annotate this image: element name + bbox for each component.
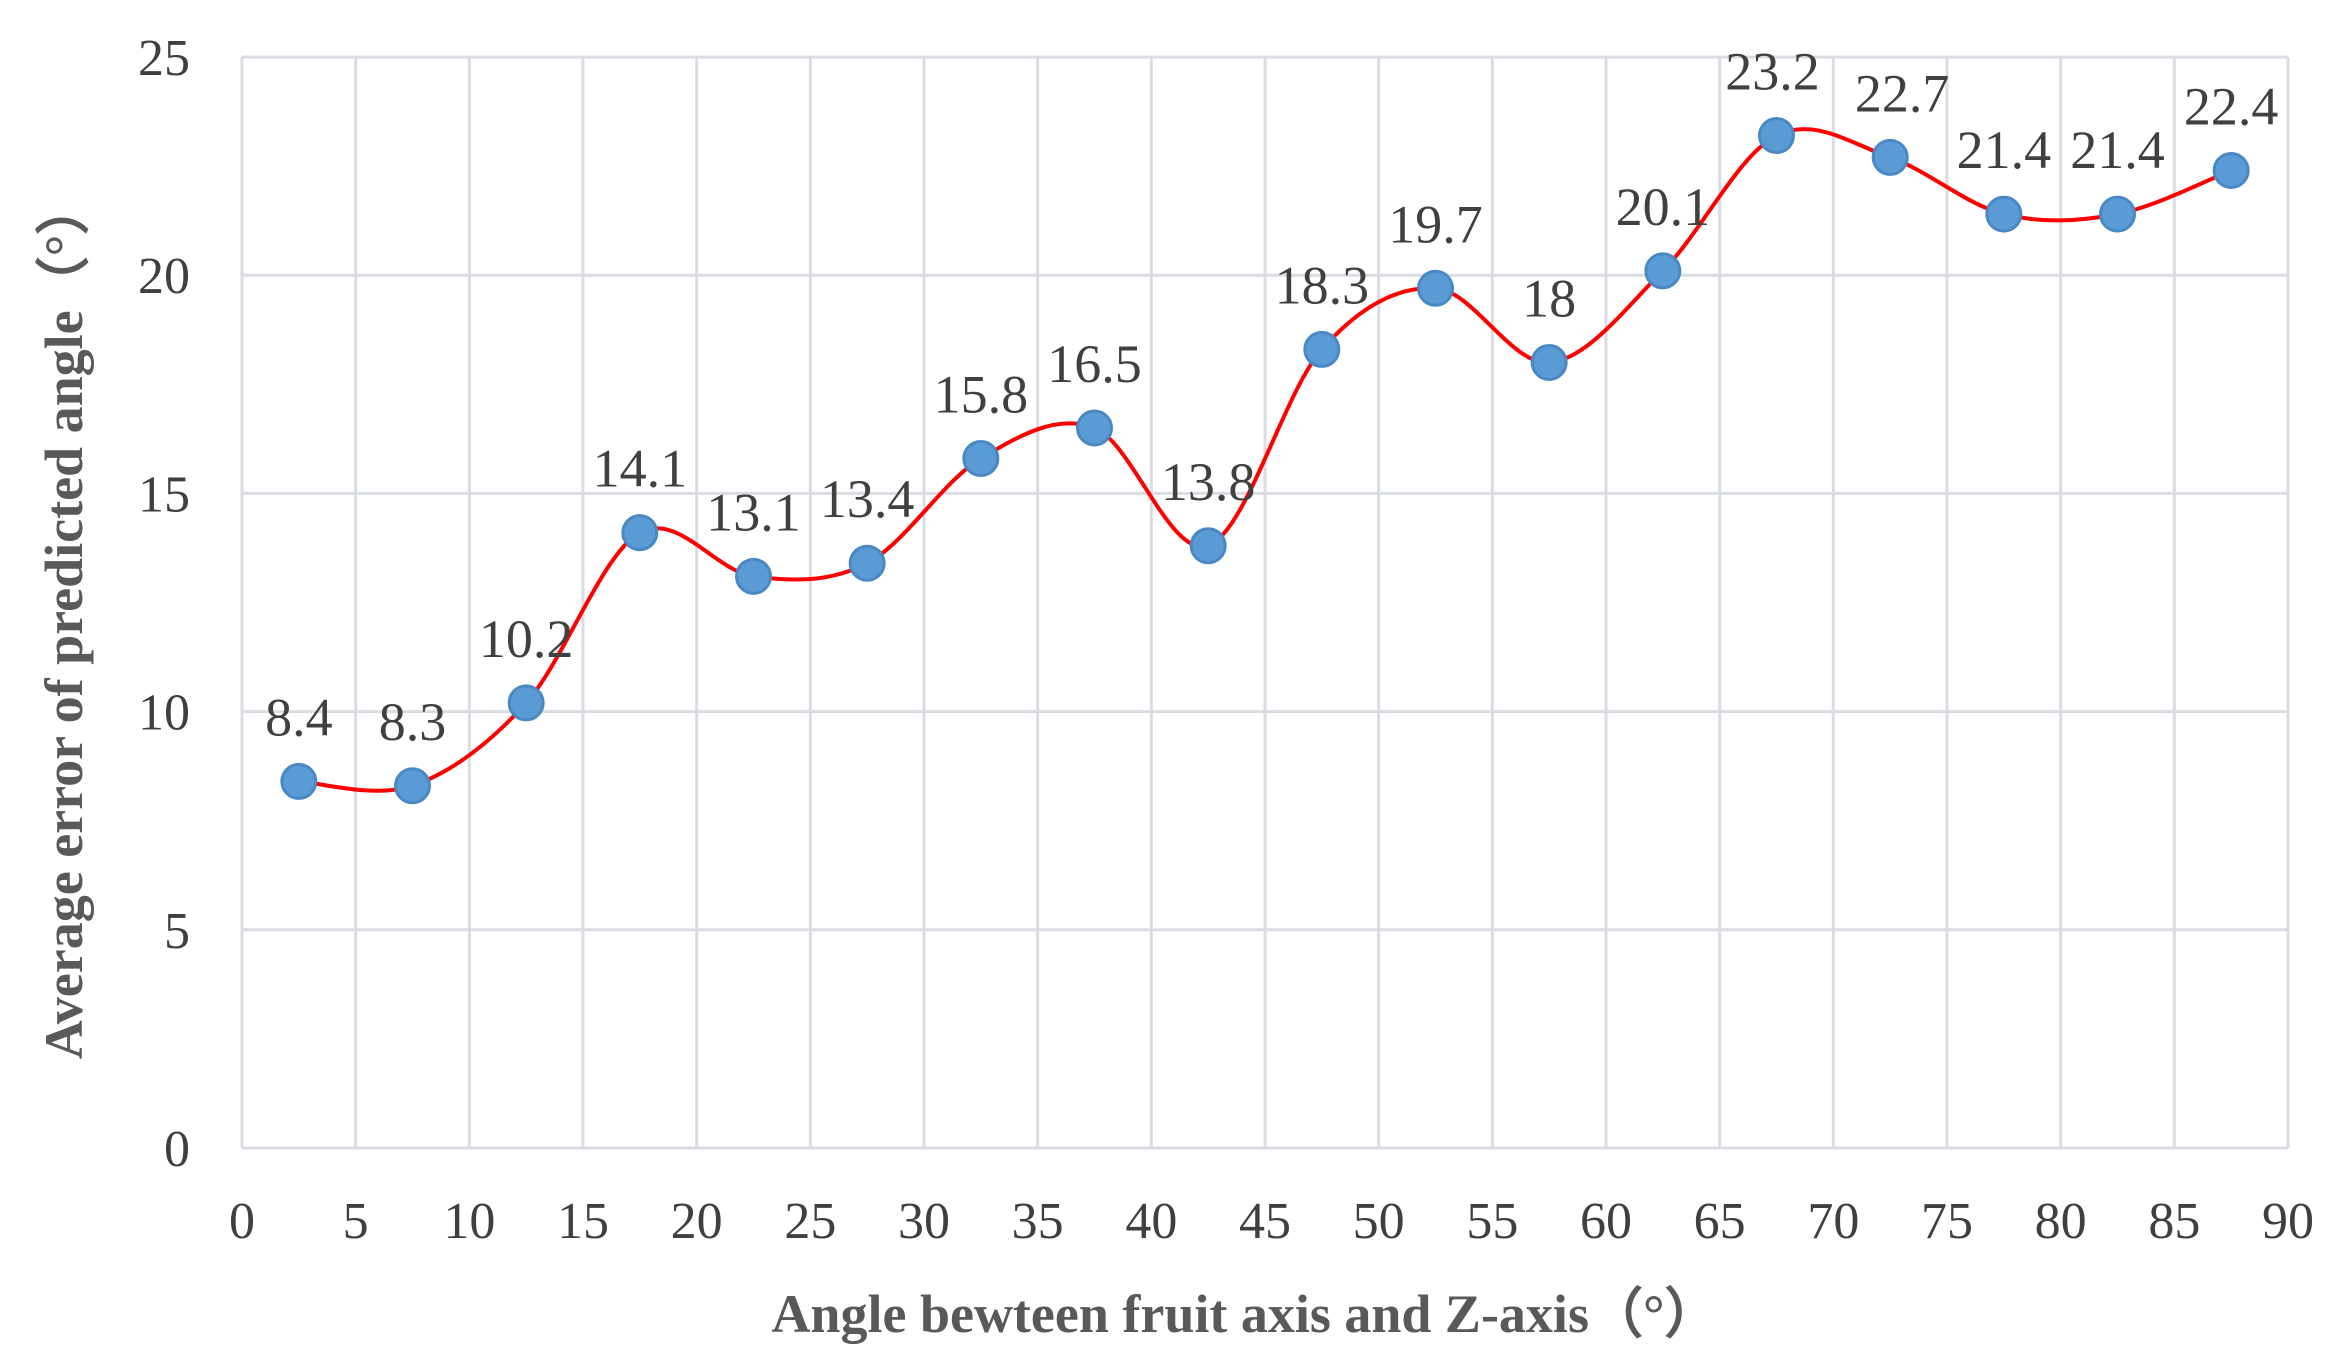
data-labels: 8.4 8.3 10.2 14.1 13.1 13.4 15.8 16.5 13.8 18.3 19… xyxy=(265,42,2278,752)
x-axis-title: Angle bewteen fruit axis and Z-axis（°） xyxy=(771,1284,1718,1344)
data-point-marker xyxy=(1985,195,2023,233)
data-point-label: 15.8 xyxy=(934,364,1029,424)
data-point-label: 16.5 xyxy=(1047,334,1142,394)
x-tick-label: 25 xyxy=(784,1193,836,1250)
x-tick-label: 10 xyxy=(443,1193,495,1250)
x-tick-label: 55 xyxy=(1466,1193,1518,1250)
data-point-label: 13.1 xyxy=(706,482,801,542)
x-tick-label: 5 xyxy=(343,1193,369,1250)
data-point-marker xyxy=(1076,409,1113,447)
data-point-label: 8.4 xyxy=(265,687,333,747)
y-axis-ticks: 0 5 10 15 20 25 xyxy=(138,30,190,1178)
x-tick-label: 40 xyxy=(1125,1193,1177,1250)
data-point-marker xyxy=(962,439,1000,477)
data-point-label: 21.4 xyxy=(1957,120,2052,180)
data-point-label: 18.3 xyxy=(1275,255,1370,315)
data-point-marker xyxy=(2212,151,2250,189)
y-tick-label: 10 xyxy=(138,685,190,742)
x-tick-label: 85 xyxy=(2148,1193,2200,1250)
data-point-label: 18 xyxy=(1522,268,1576,328)
axes xyxy=(240,57,2288,1150)
x-tick-label: 65 xyxy=(1694,1193,1746,1250)
x-tick-label: 35 xyxy=(1012,1193,1064,1250)
data-point-marker xyxy=(848,544,886,582)
data-point-marker xyxy=(735,557,772,595)
x-tick-label: 0 xyxy=(229,1193,255,1250)
x-tick-label: 80 xyxy=(2035,1193,2087,1250)
data-point-marker xyxy=(394,767,431,805)
series-markers xyxy=(280,117,2250,805)
data-point-marker xyxy=(1644,252,1682,290)
data-point-label: 22.7 xyxy=(1855,63,1950,123)
x-tick-label: 30 xyxy=(898,1193,950,1250)
data-point-label: 13.4 xyxy=(820,469,915,529)
data-point-label: 22.4 xyxy=(2184,76,2279,136)
x-tick-label: 70 xyxy=(1807,1193,1859,1250)
y-tick-label: 5 xyxy=(164,903,190,960)
grid xyxy=(242,55,2290,1148)
x-tick-label: 50 xyxy=(1353,1193,1405,1250)
data-point-marker xyxy=(507,684,545,722)
x-axis-ticks: 0 5 10 15 20 25 30 35 40 45 50 55 60 65 70 75 80 85 90 xyxy=(229,1193,2314,1250)
data-point-marker xyxy=(280,762,318,800)
y-tick-label: 25 xyxy=(138,30,190,87)
data-point-marker xyxy=(2099,195,2136,233)
y-tick-label: 0 xyxy=(164,1121,190,1178)
x-tick-label: 20 xyxy=(671,1193,723,1250)
x-tick-label: 90 xyxy=(2262,1193,2314,1250)
y-tick-label: 20 xyxy=(138,248,190,305)
data-point-marker xyxy=(1417,269,1454,307)
data-point-marker xyxy=(1189,527,1227,565)
y-tick-label: 15 xyxy=(138,466,190,523)
data-point-marker xyxy=(1758,117,1795,155)
data-point-label: 21.4 xyxy=(2070,120,2165,180)
data-point-label: 19.7 xyxy=(1388,194,1483,254)
data-point-label: 23.2 xyxy=(1725,42,1820,102)
data-point-marker xyxy=(1871,138,1909,176)
data-point-marker xyxy=(1303,330,1341,368)
x-tick-label: 15 xyxy=(557,1193,609,1250)
data-point-label: 13.8 xyxy=(1161,452,1256,512)
x-tick-label: 60 xyxy=(1580,1193,1632,1250)
data-point-label: 20.1 xyxy=(1616,177,1711,237)
data-point-label: 14.1 xyxy=(593,439,688,499)
y-axis-title: Average error of predicted angle（°） xyxy=(34,181,94,1059)
data-point-marker xyxy=(1530,343,1568,381)
x-tick-label: 75 xyxy=(1921,1193,1973,1250)
data-point-marker xyxy=(621,514,659,552)
x-tick-label: 45 xyxy=(1239,1193,1291,1250)
data-point-label: 8.3 xyxy=(379,692,447,752)
data-point-label: 10.2 xyxy=(479,609,574,669)
